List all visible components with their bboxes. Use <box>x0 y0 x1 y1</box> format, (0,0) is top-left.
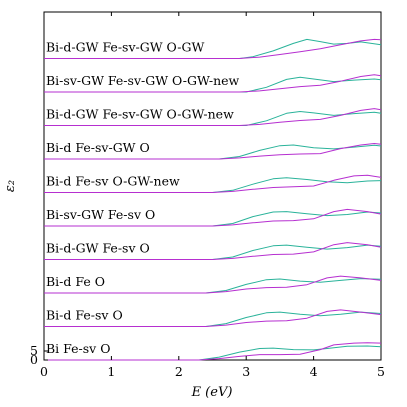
green-series-line <box>44 177 382 193</box>
panel: Bi-sv-GW Fe-sv O <box>44 207 382 227</box>
magenta-series-line <box>44 342 382 361</box>
green-series-line <box>44 311 382 327</box>
panel-label: Bi-sv-GW Fe-sv-GW O-GW-new <box>46 73 240 88</box>
panel-label: Bi-d-GW Fe-sv-GW O-GW-new <box>46 107 234 122</box>
panel-label: Bi-d-GW Fe-sv O <box>46 241 150 256</box>
magenta-series-line <box>44 174 382 193</box>
panel-label: Bi Fe-sv O <box>46 341 110 356</box>
panel-label: Bi-d Fe O <box>46 274 105 289</box>
magenta-series-line <box>44 242 382 260</box>
magenta-series-line <box>44 208 382 227</box>
y-axis-label: ε₂ <box>3 180 18 192</box>
panel-label: Bi-d Fe-sv O-GW-new <box>46 174 180 189</box>
x-tick-label: 3 <box>242 364 250 379</box>
green-series-line <box>44 111 382 126</box>
panel: Bi-d Fe-sv-GW O <box>44 140 382 160</box>
magenta-series-line <box>44 143 382 160</box>
panel: Bi-d Fe O <box>44 274 382 294</box>
green-series-line <box>44 244 382 260</box>
panel: Bi-d-GW Fe-sv-GW O-GW-new <box>44 107 382 126</box>
panel-label: Bi-d-GW Fe-sv-GW O-GW <box>46 40 204 55</box>
panel: Bi-sv-GW Fe-sv-GW O-GW-new <box>44 73 382 93</box>
panel: Bi Fe-sv O <box>44 341 382 361</box>
x-ticks: 0 1 2 3 4 5 <box>40 12 385 379</box>
x-tick-label: 1 <box>107 364 115 379</box>
panel-label: Bi-d Fe-sv-GW O <box>46 140 150 155</box>
magenta-series-line <box>44 309 382 327</box>
y-tick-label: 0 <box>30 352 38 367</box>
panel: Bi-d-GW Fe-sv O <box>44 241 382 260</box>
x-tick-label: 4 <box>310 364 318 379</box>
green-series-line <box>44 211 382 227</box>
plot-frame <box>43 11 382 361</box>
x-tick-label: 2 <box>175 364 183 379</box>
y-ticks: 05 <box>30 343 48 367</box>
panel: Bi-d Fe-sv O-GW-new <box>44 174 382 193</box>
magenta-series-line <box>44 108 382 126</box>
y-tick-label: 5 <box>30 343 38 358</box>
panel: Bi-d Fe-sv O <box>44 308 382 327</box>
panel-label: Bi-sv-GW Fe-sv O <box>46 207 155 222</box>
x-axis-label: E (eV) <box>191 385 233 400</box>
green-series-line <box>44 144 382 160</box>
magenta-series-line <box>44 275 382 294</box>
panels-group: Bi-d-GW Fe-sv-GW O-GW Bi-sv-GW Fe-sv-GW O… <box>44 38 382 361</box>
panel: Bi-d-GW Fe-sv-GW O-GW <box>44 38 382 59</box>
green-series-line <box>44 76 382 93</box>
panel-label: Bi-d Fe-sv O <box>46 308 123 323</box>
magenta-series-line <box>44 74 382 93</box>
green-series-line <box>44 278 382 294</box>
x-tick-label: 5 <box>377 364 385 379</box>
x-tick-label: 0 <box>40 364 48 379</box>
green-series-line <box>44 345 382 361</box>
magenta-series-line <box>44 38 382 59</box>
